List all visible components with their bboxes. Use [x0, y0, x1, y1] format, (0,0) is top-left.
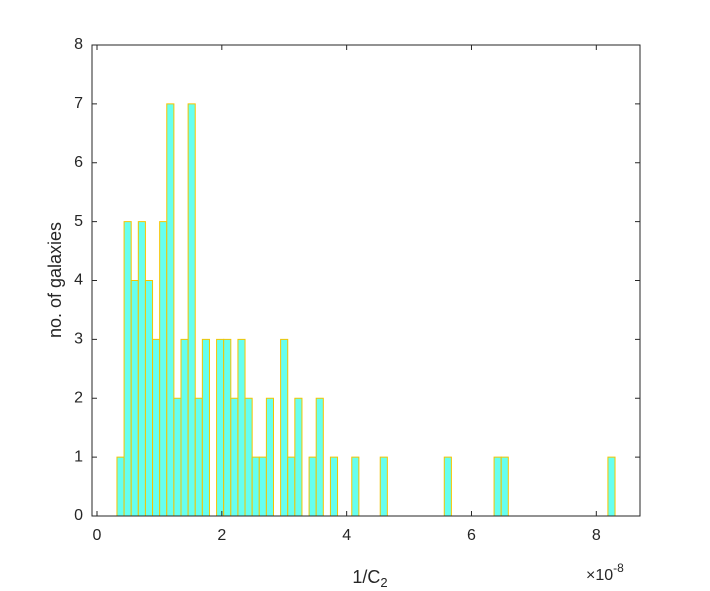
multiplier-exponent: -8	[613, 561, 624, 575]
bar	[329, 456, 339, 517]
bar	[201, 338, 210, 517]
bar	[280, 338, 289, 517]
bar	[315, 397, 324, 517]
bar	[187, 103, 196, 517]
bar	[500, 456, 509, 517]
bar	[180, 338, 189, 517]
bar	[251, 456, 260, 517]
bar	[287, 456, 296, 517]
bar	[258, 456, 267, 517]
bar	[216, 338, 225, 517]
bar	[607, 456, 616, 517]
x-label-text: 1/C	[352, 567, 380, 587]
x-tick-label: 8	[592, 527, 601, 544]
bar	[137, 221, 146, 517]
bar	[123, 221, 132, 517]
bar	[144, 280, 154, 517]
y-tick-label: 8	[74, 36, 83, 53]
x-multiplier: ×10-8	[586, 561, 624, 584]
x-tick-label: 2	[217, 527, 226, 544]
bar	[351, 456, 360, 517]
y-tick-label: 1	[74, 448, 83, 465]
bar	[265, 397, 275, 517]
multiplier-base: ×10	[586, 567, 613, 584]
bar	[223, 338, 232, 517]
bar	[130, 280, 139, 517]
bar	[166, 103, 175, 517]
y-tick-label: 7	[74, 95, 83, 112]
bar	[493, 456, 502, 517]
y-axis-label: no. of galaxies	[45, 222, 65, 338]
bar	[443, 456, 452, 517]
bar	[194, 397, 203, 517]
x-label-subscript: 2	[380, 575, 387, 590]
x-axis-label: 1/C2	[352, 567, 387, 591]
bar	[294, 397, 303, 517]
y-tick-label: 5	[74, 213, 83, 230]
x-tick-label: 6	[467, 527, 476, 544]
y-tick-label: 2	[74, 389, 83, 406]
y-tick-label: 6	[74, 154, 83, 171]
bar	[116, 456, 125, 517]
y-tick-label: 3	[74, 331, 83, 348]
bar	[237, 338, 246, 517]
bar	[159, 221, 168, 517]
y-tick-label: 0	[74, 507, 83, 524]
bar	[173, 397, 182, 517]
x-tick-label: 4	[342, 527, 351, 544]
bar	[244, 397, 253, 517]
bar	[152, 338, 161, 517]
bar	[379, 456, 388, 517]
bar	[308, 456, 317, 517]
x-tick-label: 0	[93, 527, 102, 544]
bar	[230, 397, 239, 517]
y-tick-label: 4	[74, 272, 83, 289]
